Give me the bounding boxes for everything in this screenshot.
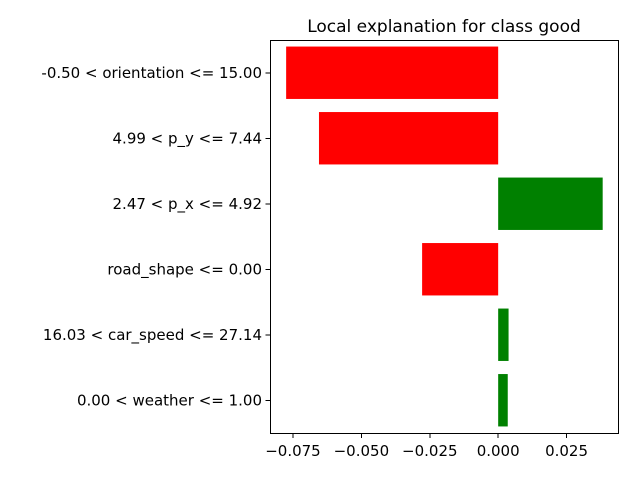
ticks-layer: -0.50 < orientation <= 15.00 4.99 < p_y <… — [41, 64, 588, 460]
x-tick-label-3: −0.025 — [402, 442, 458, 460]
y-tick-label-3: 2.47 < p_x <= 4.92 — [113, 195, 262, 214]
bar-1 — [286, 46, 499, 99]
axes-frame — [270, 40, 619, 434]
bars-layer — [286, 46, 603, 427]
bar-4 — [422, 243, 499, 296]
bar-5 — [498, 308, 509, 361]
x-tick-label-5: 0.025 — [545, 442, 588, 460]
chart-title: Local explanation for class good — [307, 17, 581, 37]
y-tick-label-4: road_shape <= 0.00 — [107, 260, 262, 279]
bar-6 — [498, 374, 508, 427]
y-tick-label-2: 4.99 < p_y <= 7.44 — [113, 129, 262, 148]
y-tick-label-1: -0.50 < orientation <= 15.00 — [41, 64, 262, 82]
x-tick-label-1: −0.075 — [265, 442, 321, 460]
x-tick-label-4: 0.000 — [477, 442, 520, 460]
y-tick-label-5: 16.03 < car_speed <= 27.14 — [43, 326, 262, 345]
y-tick-label-6: 0.00 < weather <= 1.00 — [77, 391, 262, 409]
bar-2 — [318, 112, 499, 165]
x-tick-label-2: −0.050 — [334, 442, 390, 460]
bar-3 — [498, 177, 603, 230]
